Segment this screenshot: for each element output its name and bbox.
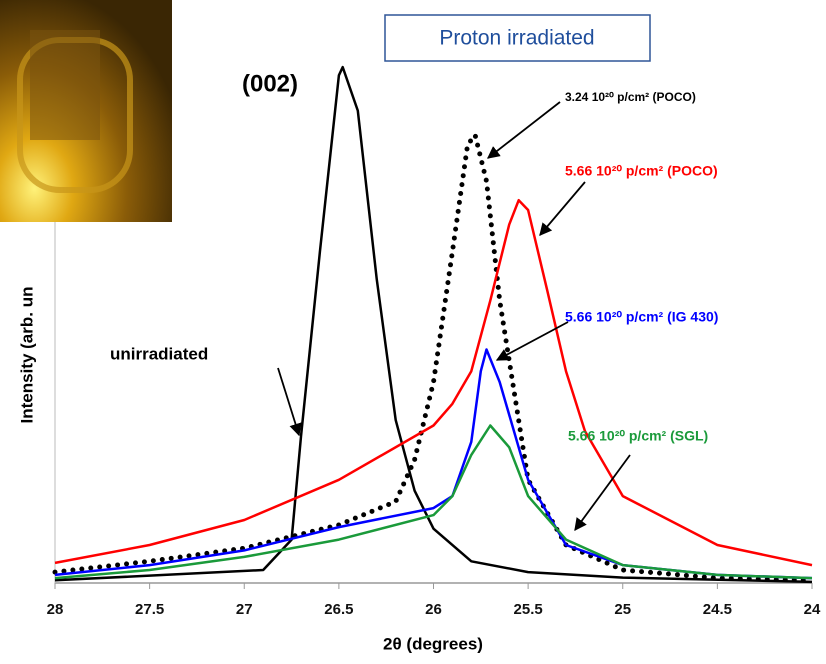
series-label: unirradiated (110, 344, 208, 363)
x-tick-label: 25 (614, 601, 631, 618)
peak-annotation: (002) (242, 70, 298, 97)
x-tick-label: 26.5 (324, 601, 353, 618)
series-line (55, 426, 812, 579)
x-tick-label: 28 (47, 601, 64, 618)
x-tick-label: 24 (804, 601, 821, 618)
series-label: 5.66 10²⁰ p/cm² (SGL) (568, 428, 708, 444)
x-tick-label: 27 (236, 601, 253, 618)
series-label: 5.66 10²⁰ p/cm² (IG 430) (565, 309, 718, 325)
y-axis-label: Intensity (arb. un (17, 287, 36, 424)
series-label: 5.66 10²⁰ p/cm² (POCO) (565, 163, 718, 179)
x-tick-label: 26 (425, 601, 442, 618)
series-label: 3.24 10²⁰ p/cm² (POCO) (565, 90, 696, 104)
x-tick-label: 25.5 (514, 601, 543, 618)
x-tick-label: 24.5 (703, 601, 732, 618)
x-axis-label: 2θ (degrees) (383, 634, 483, 653)
x-tick-label: 27.5 (135, 601, 164, 618)
inset-photo (0, 0, 172, 222)
series-line (55, 350, 812, 579)
chart: 28 27.5 27 26.5 26 25.5 25 24.5 24 unirradiated 3.… (0, 0, 826, 664)
chart-title: Proton irradiated (439, 27, 594, 50)
